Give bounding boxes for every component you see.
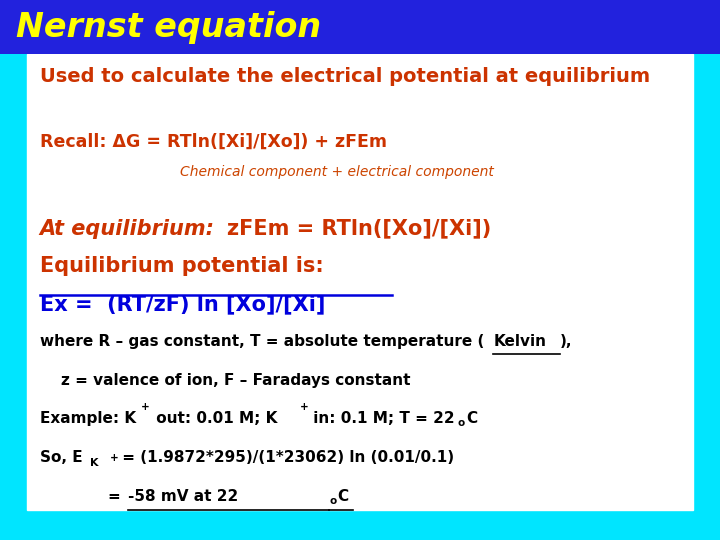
Text: Used to calculate the electrical potential at equilibrium: Used to calculate the electrical potenti… bbox=[40, 68, 649, 86]
Text: Chemical component + electrical component: Chemical component + electrical componen… bbox=[180, 165, 494, 179]
Text: out: 0.01 M; K: out: 0.01 M; K bbox=[151, 411, 278, 427]
Text: C: C bbox=[467, 411, 477, 427]
Text: C: C bbox=[338, 489, 348, 504]
Text: Ex =  (RT/zF) ln [Xo]/[Xi]: Ex = (RT/zF) ln [Xo]/[Xi] bbox=[40, 294, 325, 314]
Text: o: o bbox=[329, 496, 336, 506]
Text: = (1.9872*295)/(1*23062) ln (0.01/0.1): = (1.9872*295)/(1*23062) ln (0.01/0.1) bbox=[117, 450, 454, 465]
Bar bbox=[0, 0, 720, 54]
Text: K: K bbox=[90, 458, 99, 469]
Text: o: o bbox=[458, 418, 465, 428]
Text: -58 mV at 22: -58 mV at 22 bbox=[128, 489, 238, 504]
Text: +: + bbox=[110, 453, 119, 463]
Text: So, E: So, E bbox=[40, 450, 82, 465]
Text: Example: K: Example: K bbox=[40, 411, 136, 427]
Text: At equilibrium:: At equilibrium: bbox=[40, 219, 222, 239]
Text: where R – gas constant, T = absolute temperature (: where R – gas constant, T = absolute tem… bbox=[40, 334, 484, 349]
Text: +: + bbox=[300, 402, 308, 412]
Text: +: + bbox=[141, 402, 150, 412]
Text: zFEm = RTln([Xo]/[Xi]): zFEm = RTln([Xo]/[Xi]) bbox=[227, 219, 491, 239]
Text: Kelvin: Kelvin bbox=[493, 334, 546, 349]
Text: ),: ), bbox=[560, 334, 572, 349]
Text: Nernst equation: Nernst equation bbox=[16, 10, 321, 44]
Text: =: = bbox=[108, 489, 126, 504]
Text: Recall: ΔG = RTln([Xi]/[Xo]) + zFEm: Recall: ΔG = RTln([Xi]/[Xo]) + zFEm bbox=[40, 132, 387, 150]
Text: z = valence of ion, F – Faradays constant: z = valence of ion, F – Faradays constan… bbox=[40, 373, 410, 388]
Text: Equilibrium potential is:: Equilibrium potential is: bbox=[40, 256, 323, 276]
Bar bbox=[27, 54, 693, 510]
Text: in: 0.1 M; T = 22: in: 0.1 M; T = 22 bbox=[308, 411, 455, 427]
